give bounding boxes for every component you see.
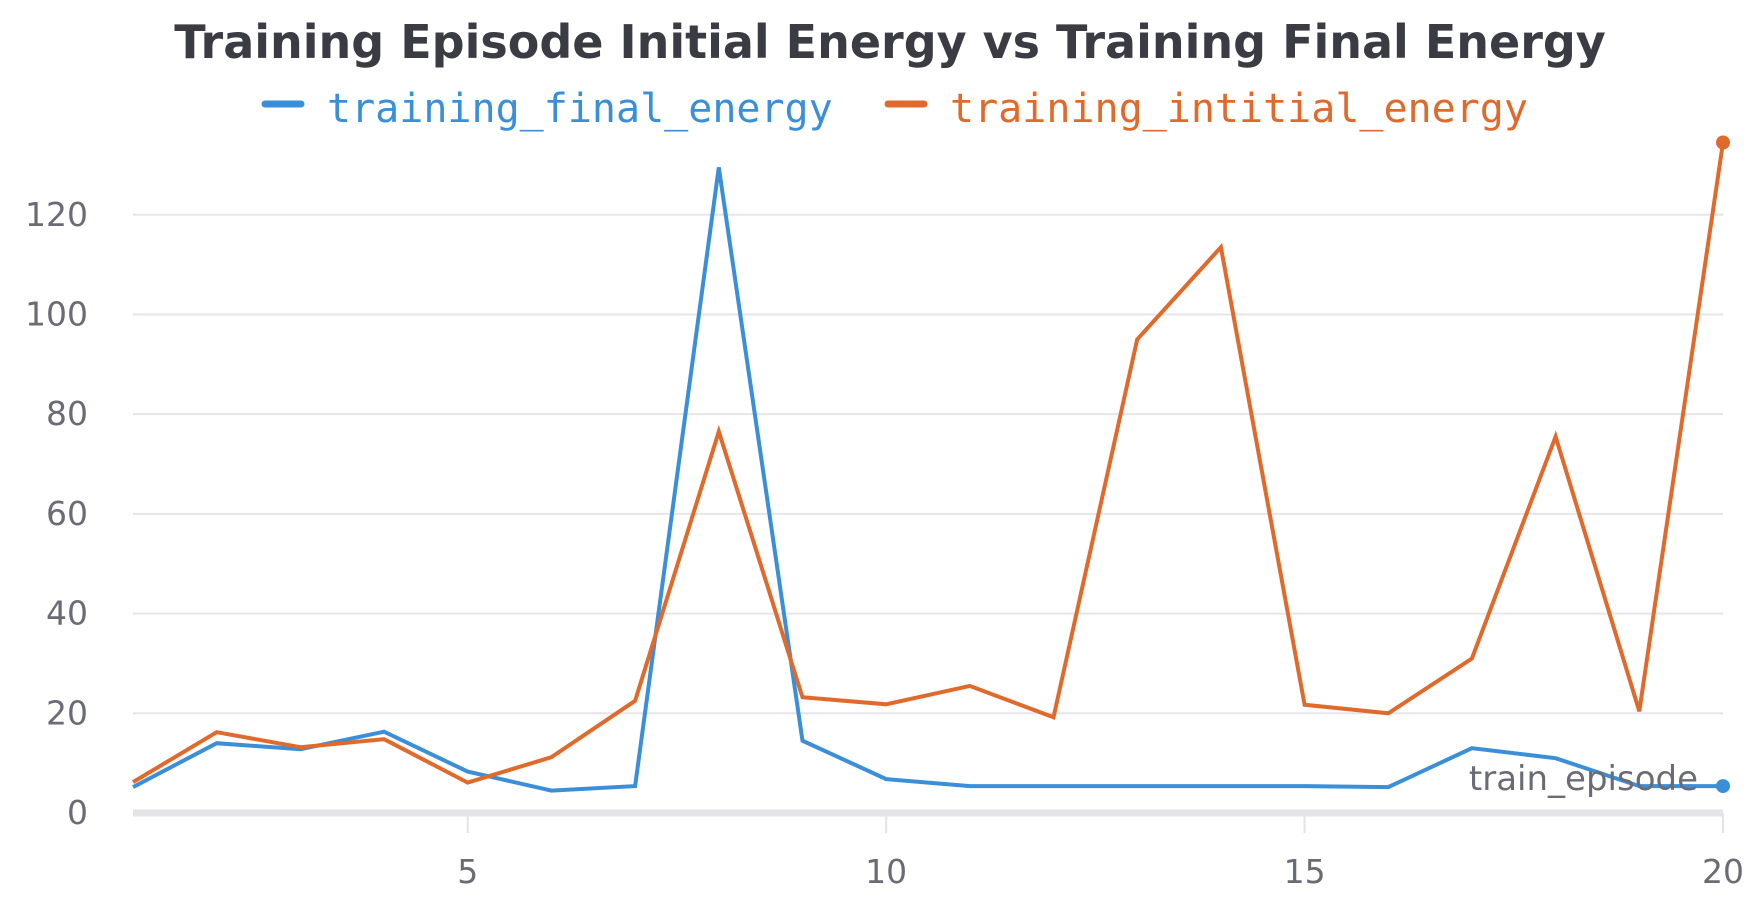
- legend-label-training_intitial_energy: training_intitial_energy: [950, 86, 1528, 132]
- x-tick-label-5: 5: [457, 852, 478, 891]
- legend: training_final_energy training_intitial_e…: [261, 86, 1528, 132]
- chart-title: Training Episode Initial Energy vs Train…: [174, 15, 1606, 69]
- series-endpoint-training_final_energy: [1716, 779, 1730, 794]
- x-tick-label-15: 15: [1284, 852, 1326, 891]
- series-lines: [131, 135, 1730, 794]
- y-tick-label-120: 120: [25, 195, 88, 234]
- grid-lines: [133, 213, 1723, 817]
- series-line-training_intitial_energy: [131, 142, 1725, 785]
- y-axis-ticks: 0 20 40 60 80 100 120: [25, 195, 88, 832]
- x-tick-label-20: 20: [1702, 852, 1744, 891]
- x-tick-label-10: 10: [865, 852, 907, 891]
- legend-label-training_final_energy: training_final_energy: [327, 86, 833, 132]
- series-line-training_final_energy: [132, 167, 1723, 793]
- x-axis-ticks: 5 10 15 20: [457, 813, 1744, 891]
- y-tick-label-100: 100: [25, 294, 88, 333]
- series-endpoint-training_intitial_energy: [1716, 135, 1730, 150]
- y-tick-label-40: 40: [46, 594, 88, 633]
- x-axis-label: train_episode: [1469, 759, 1698, 799]
- y-tick-label-60: 60: [46, 494, 88, 533]
- y-tick-label-20: 20: [46, 693, 88, 732]
- y-tick-label-0: 0: [67, 793, 88, 832]
- y-tick-label-80: 80: [46, 394, 88, 433]
